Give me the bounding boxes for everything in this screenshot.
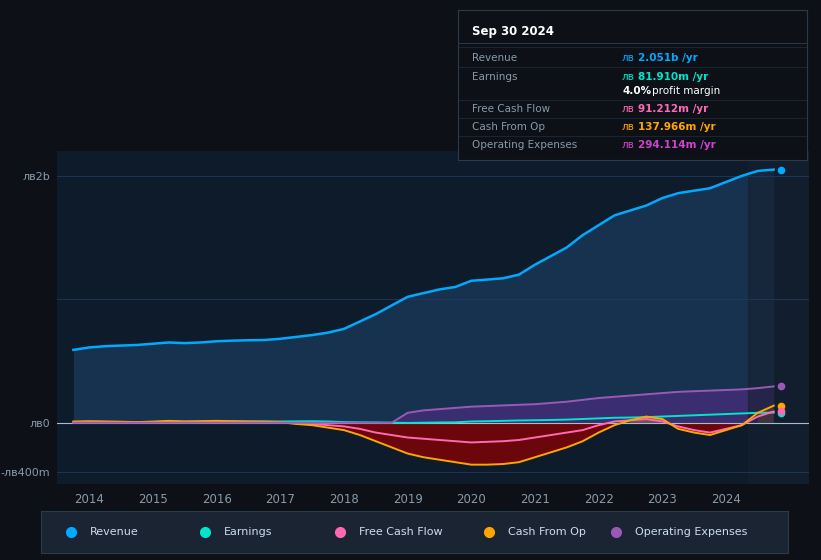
Text: profit margin: profit margin	[652, 86, 720, 96]
Text: Free Cash Flow: Free Cash Flow	[472, 104, 550, 114]
Bar	[748, 151, 809, 484]
Text: лв: лв	[622, 53, 635, 63]
Text: Cash From Op: Cash From Op	[508, 528, 586, 537]
Text: Free Cash Flow: Free Cash Flow	[359, 528, 443, 537]
Text: Earnings: Earnings	[224, 528, 273, 537]
Text: лв: лв	[622, 72, 635, 82]
Text: Operating Expenses: Operating Expenses	[472, 139, 577, 150]
Text: Sep 30 2024: Sep 30 2024	[472, 25, 554, 38]
Text: 294.114m /yr: 294.114m /yr	[638, 139, 716, 150]
Text: лв: лв	[622, 139, 635, 150]
Text: Revenue: Revenue	[472, 53, 517, 63]
Text: 137.966m /yr: 137.966m /yr	[638, 122, 715, 132]
Text: 4.0%: 4.0%	[622, 86, 651, 96]
Text: лв: лв	[622, 122, 635, 132]
Text: Revenue: Revenue	[89, 528, 139, 537]
Text: лв: лв	[622, 104, 635, 114]
Text: Operating Expenses: Operating Expenses	[635, 528, 747, 537]
Text: 2.051b /yr: 2.051b /yr	[638, 53, 698, 63]
Text: Earnings: Earnings	[472, 72, 517, 82]
Text: Cash From Op: Cash From Op	[472, 122, 545, 132]
Text: 81.910m /yr: 81.910m /yr	[638, 72, 708, 82]
Text: 91.212m /yr: 91.212m /yr	[638, 104, 708, 114]
